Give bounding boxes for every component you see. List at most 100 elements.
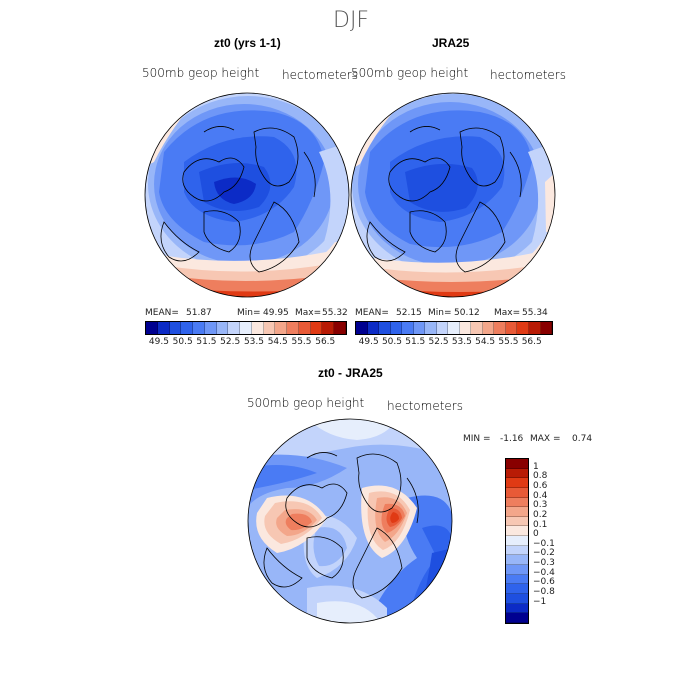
colorbar-swatch xyxy=(506,545,528,556)
colorbar-swatch xyxy=(228,322,241,334)
colorbar-left-ticks: 49.5 50.5 51.5 52.5 53.5 54.5 55.5 56.5 xyxy=(145,337,347,349)
colorbar-swatch xyxy=(517,322,529,334)
colorbar-tick-label: 51.5 xyxy=(405,337,426,347)
colorbar-tick-label: 53.5 xyxy=(451,337,472,347)
colorbar-tick-label: 53.5 xyxy=(243,337,264,347)
colorbar-swatch xyxy=(367,322,380,334)
colorbar-tick-label: 0.1 xyxy=(533,519,548,530)
map-left xyxy=(144,92,350,298)
colorbar-swatch xyxy=(506,603,528,614)
colorbar-swatch xyxy=(494,322,506,334)
diff-max-label: MAX = xyxy=(530,434,561,444)
colorbar-tick-label: 49.5 xyxy=(148,337,169,347)
colorbar-swatch xyxy=(275,322,288,334)
panel-right-max-label: Max= xyxy=(494,308,521,318)
colorbar-swatch xyxy=(506,487,528,498)
colorbar-tick-label: 0 xyxy=(533,529,539,540)
colorbar-tick-label: 0.4 xyxy=(533,490,548,501)
colorbar-swatch xyxy=(506,574,528,585)
panel-left-title: zt0 (yrs 1-1) xyxy=(214,36,281,50)
colorbar-tick-label: 49.5 xyxy=(358,337,379,347)
colorbar-swatch xyxy=(506,593,528,604)
colorbar-right xyxy=(355,321,553,335)
colorbar-swatch xyxy=(506,613,528,623)
panel-left-units-label: hectometers xyxy=(282,68,358,82)
colorbar-tick-label: −0.8 xyxy=(533,587,555,598)
colorbar-swatch xyxy=(506,459,528,469)
colorbar-swatch xyxy=(506,555,528,566)
figure-title: DJF xyxy=(333,8,370,33)
colorbar-tick-label: −0.4 xyxy=(533,567,555,578)
panel-left-variable-label: 500mb geop height xyxy=(142,66,260,80)
colorbar-swatch xyxy=(425,322,437,334)
colorbar-swatch xyxy=(436,322,449,334)
panel-right-units-label: hectometers xyxy=(490,68,566,82)
colorbar-swatch xyxy=(204,322,217,334)
colorbar-swatch xyxy=(240,322,252,334)
panel-right-max-value: 55.34 xyxy=(522,308,548,318)
colorbar-swatch xyxy=(505,322,518,334)
colorbar-tick-label: 54.5 xyxy=(267,337,288,347)
colorbar-swatch xyxy=(471,322,483,334)
panel-right-title: JRA25 xyxy=(432,36,470,50)
colorbar-tick-label: 52.5 xyxy=(220,337,241,347)
colorbar-tick-label: 56.5 xyxy=(315,337,336,347)
colorbar-tick-label: 51.5 xyxy=(196,337,217,347)
colorbar-swatch xyxy=(506,478,528,488)
colorbar-swatch xyxy=(506,536,528,546)
colorbar-tick-label: 50.5 xyxy=(381,337,402,347)
colorbar-swatch xyxy=(356,322,368,334)
panel-right-variable-label: 500mb geop height xyxy=(351,66,469,80)
colorbar-swatch xyxy=(322,322,335,334)
colorbar-swatch xyxy=(506,468,528,479)
map-right xyxy=(350,92,556,298)
panel-left-min-label: Min= xyxy=(237,308,261,318)
panel-left-max-label: Max= xyxy=(295,308,322,318)
colorbar-tick-label: 52.5 xyxy=(428,337,449,347)
colorbar-swatch xyxy=(402,322,414,334)
colorbar-tick-label: −0.3 xyxy=(533,558,555,569)
colorbar-swatch xyxy=(540,322,553,334)
colorbar-tick-label: −0.1 xyxy=(533,538,555,549)
colorbar-swatch xyxy=(334,322,347,334)
colorbar-swatch xyxy=(413,322,426,334)
colorbar-swatch xyxy=(506,584,528,594)
panel-right-min-value: 50.12 xyxy=(454,308,480,318)
colorbar-left xyxy=(145,321,347,335)
panel-left-mean-label: MEAN= xyxy=(145,308,179,318)
colorbar-swatch xyxy=(193,322,205,334)
colorbar-swatch xyxy=(506,516,528,527)
colorbar-swatch xyxy=(459,322,472,334)
colorbar-tick-label: 0.6 xyxy=(533,480,548,491)
colorbar-swatch xyxy=(482,322,495,334)
colorbar-tick-label: 0.2 xyxy=(533,509,548,520)
panel-right-mean-label: MEAN= xyxy=(355,308,389,318)
colorbar-swatch xyxy=(506,526,528,537)
colorbar-swatch xyxy=(287,322,299,334)
diff-min-label: MIN = xyxy=(463,434,491,444)
colorbar-tick-label: 0.8 xyxy=(533,471,548,482)
colorbar-tick-label: 50.5 xyxy=(172,337,193,347)
colorbar-swatch xyxy=(157,322,170,334)
colorbar-swatch xyxy=(146,322,158,334)
panel-right-mean-value: 52.15 xyxy=(396,308,422,318)
colorbar-swatch xyxy=(528,322,541,334)
colorbar-tick-label: 0.3 xyxy=(533,500,548,511)
colorbar-difference-ticks: 1 0.8 0.6 0.4 0.3 0.2 0.1 0 −0.1 −0.2 −0.3 −0.4 −0.6… xyxy=(533,458,573,624)
colorbar-tick-label: 56.5 xyxy=(521,337,542,347)
colorbar-swatch xyxy=(263,322,276,334)
colorbar-tick-label: 55.5 xyxy=(291,337,312,347)
panel-left-mean-value: 51.87 xyxy=(186,308,212,318)
colorbar-swatch xyxy=(251,322,264,334)
colorbar-swatch xyxy=(379,322,391,334)
diff-panel-title: zt0 - JRA25 xyxy=(318,366,383,380)
colorbar-swatch xyxy=(390,322,403,334)
colorbar-swatch xyxy=(506,565,528,575)
panel-right-min-label: Min= xyxy=(428,308,452,318)
diff-panel-units-label: hectometers xyxy=(387,399,463,413)
colorbar-swatch xyxy=(169,322,182,334)
colorbar-tick-label: −0.2 xyxy=(533,548,555,559)
panel-left-max-value: 55.32 xyxy=(322,308,348,318)
colorbar-swatch xyxy=(506,507,528,517)
colorbar-difference xyxy=(505,458,529,624)
